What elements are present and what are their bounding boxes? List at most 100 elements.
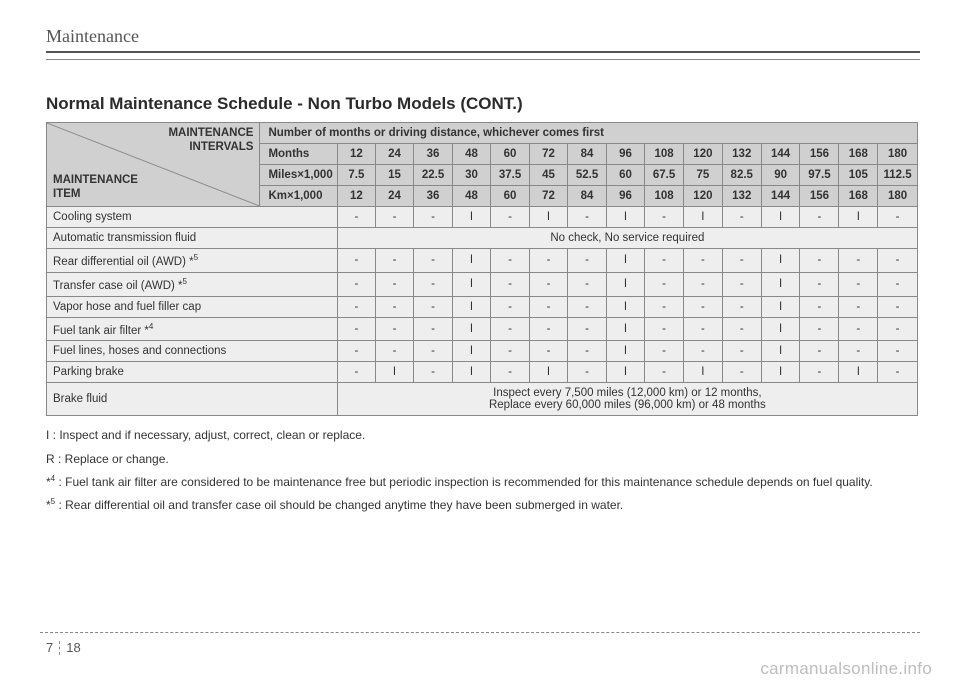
header-col-value: 84 <box>568 144 607 165</box>
table-row: Transfer case oil (AWD) *5---I---I---I--… <box>47 272 918 296</box>
schedule-cell: - <box>722 249 761 273</box>
header-col-value: 168 <box>839 144 878 165</box>
schedule-cell: - <box>414 272 453 296</box>
schedule-cell: I <box>684 362 723 383</box>
schedule-cell: - <box>800 341 839 362</box>
schedule-cell: - <box>491 317 530 341</box>
schedule-cell: I <box>761 341 800 362</box>
schedule-cell: - <box>684 341 723 362</box>
note-line: *4 : Fuel tank air filter are considered… <box>46 473 920 492</box>
schedule-cell: - <box>337 296 375 317</box>
schedule-cell: I <box>453 296 491 317</box>
item-name: Brake fluid <box>47 383 338 416</box>
schedule-cell: - <box>839 249 878 273</box>
header-col-value: 120 <box>684 144 723 165</box>
schedule-cell: - <box>645 272 684 296</box>
note-line: *5 : Rear differential oil and transfer … <box>46 496 920 515</box>
header-col-value: 72 <box>530 144 568 165</box>
schedule-cell: - <box>568 317 607 341</box>
item-name: Parking brake <box>47 362 338 383</box>
header-col-value: 45 <box>530 165 568 186</box>
schedule-cell: - <box>491 272 530 296</box>
header-col-value: 180 <box>878 144 918 165</box>
header-col-value: 82.5 <box>722 165 761 186</box>
note-line: R : Replace or change. <box>46 450 920 469</box>
schedule-cell: I <box>453 317 491 341</box>
schedule-cell: I <box>607 207 645 228</box>
schedule-cell: I <box>761 207 800 228</box>
schedule-cell: - <box>722 362 761 383</box>
schedule-cell: - <box>878 249 918 273</box>
running-head: Maintenance <box>46 26 920 53</box>
header-col-value: 84 <box>568 186 607 207</box>
header-col-value: 7.5 <box>337 165 375 186</box>
schedule-cell: - <box>568 296 607 317</box>
schedule-cell: - <box>337 249 375 273</box>
item-name: Fuel tank air filter *4 <box>47 317 338 341</box>
schedule-cell: I <box>607 362 645 383</box>
header-col-value: 132 <box>722 144 761 165</box>
schedule-cell: - <box>839 317 878 341</box>
table-row: Fuel lines, hoses and connections---I---… <box>47 341 918 362</box>
schedule-cell: - <box>337 317 375 341</box>
schedule-cell: - <box>722 207 761 228</box>
header-col-value: 15 <box>376 165 414 186</box>
schedule-cell: I <box>453 341 491 362</box>
header-col-value: 22.5 <box>414 165 453 186</box>
schedule-cell: I <box>839 362 878 383</box>
schedule-cell: - <box>645 207 684 228</box>
header-intervals-label: MAINTENANCEINTERVALS <box>168 127 253 155</box>
header-col-value: 12 <box>337 186 375 207</box>
header-col-value: 120 <box>684 186 723 207</box>
schedule-cell: - <box>645 249 684 273</box>
schedule-cell: - <box>645 317 684 341</box>
schedule-cell: - <box>839 296 878 317</box>
table-body: Cooling system---I-I-I-I-I-I-Automatic t… <box>47 207 918 416</box>
schedule-cell: - <box>337 207 375 228</box>
header-col-value: 52.5 <box>568 165 607 186</box>
schedule-cell: - <box>337 341 375 362</box>
schedule-cell: - <box>530 296 568 317</box>
schedule-cell: - <box>568 362 607 383</box>
schedule-cell: - <box>376 296 414 317</box>
schedule-cell: I <box>607 341 645 362</box>
schedule-cell: - <box>645 341 684 362</box>
watermark: carmanualsonline.info <box>760 659 932 679</box>
header-col-value: 24 <box>376 186 414 207</box>
header-col-value: 60 <box>491 144 530 165</box>
header-col-value: 24 <box>376 144 414 165</box>
table-row: Rear differential oil (AWD) *5---I---I--… <box>47 249 918 273</box>
schedule-cell: - <box>645 296 684 317</box>
schedule-cell: - <box>376 341 414 362</box>
schedule-cell: - <box>800 317 839 341</box>
schedule-cell: - <box>414 341 453 362</box>
schedule-cell: - <box>376 317 414 341</box>
header-col-value: 60 <box>607 165 645 186</box>
item-name: Transfer case oil (AWD) *5 <box>47 272 338 296</box>
schedule-cell: - <box>684 249 723 273</box>
schedule-cell: I <box>761 362 800 383</box>
header-col-value: 96 <box>607 186 645 207</box>
header-col-value: 48 <box>453 144 491 165</box>
schedule-cell: - <box>491 341 530 362</box>
header-span-label: Number of months or driving distance, wh… <box>260 123 918 144</box>
schedule-cell: - <box>530 341 568 362</box>
header-col-value: 75 <box>684 165 723 186</box>
schedule-cell: - <box>800 207 839 228</box>
schedule-cell: - <box>491 207 530 228</box>
schedule-cell: - <box>491 362 530 383</box>
header-col-value: 132 <box>722 186 761 207</box>
schedule-cell: I <box>761 296 800 317</box>
header-col-value: 180 <box>878 186 918 207</box>
schedule-cell: - <box>530 249 568 273</box>
header-col-value: 144 <box>761 144 800 165</box>
schedule-cell: - <box>684 272 723 296</box>
merged-cell: Inspect every 7,500 miles (12,000 km) or… <box>337 383 917 416</box>
header-row-span: MAINTENANCEINTERVALS MAINTENANCEITEM Num… <box>47 123 918 144</box>
schedule-cell: I <box>761 317 800 341</box>
chapter-number: 7 <box>46 640 53 655</box>
schedule-cell: - <box>414 317 453 341</box>
schedule-cell: - <box>878 341 918 362</box>
schedule-cell: - <box>376 272 414 296</box>
schedule-cell: - <box>800 296 839 317</box>
